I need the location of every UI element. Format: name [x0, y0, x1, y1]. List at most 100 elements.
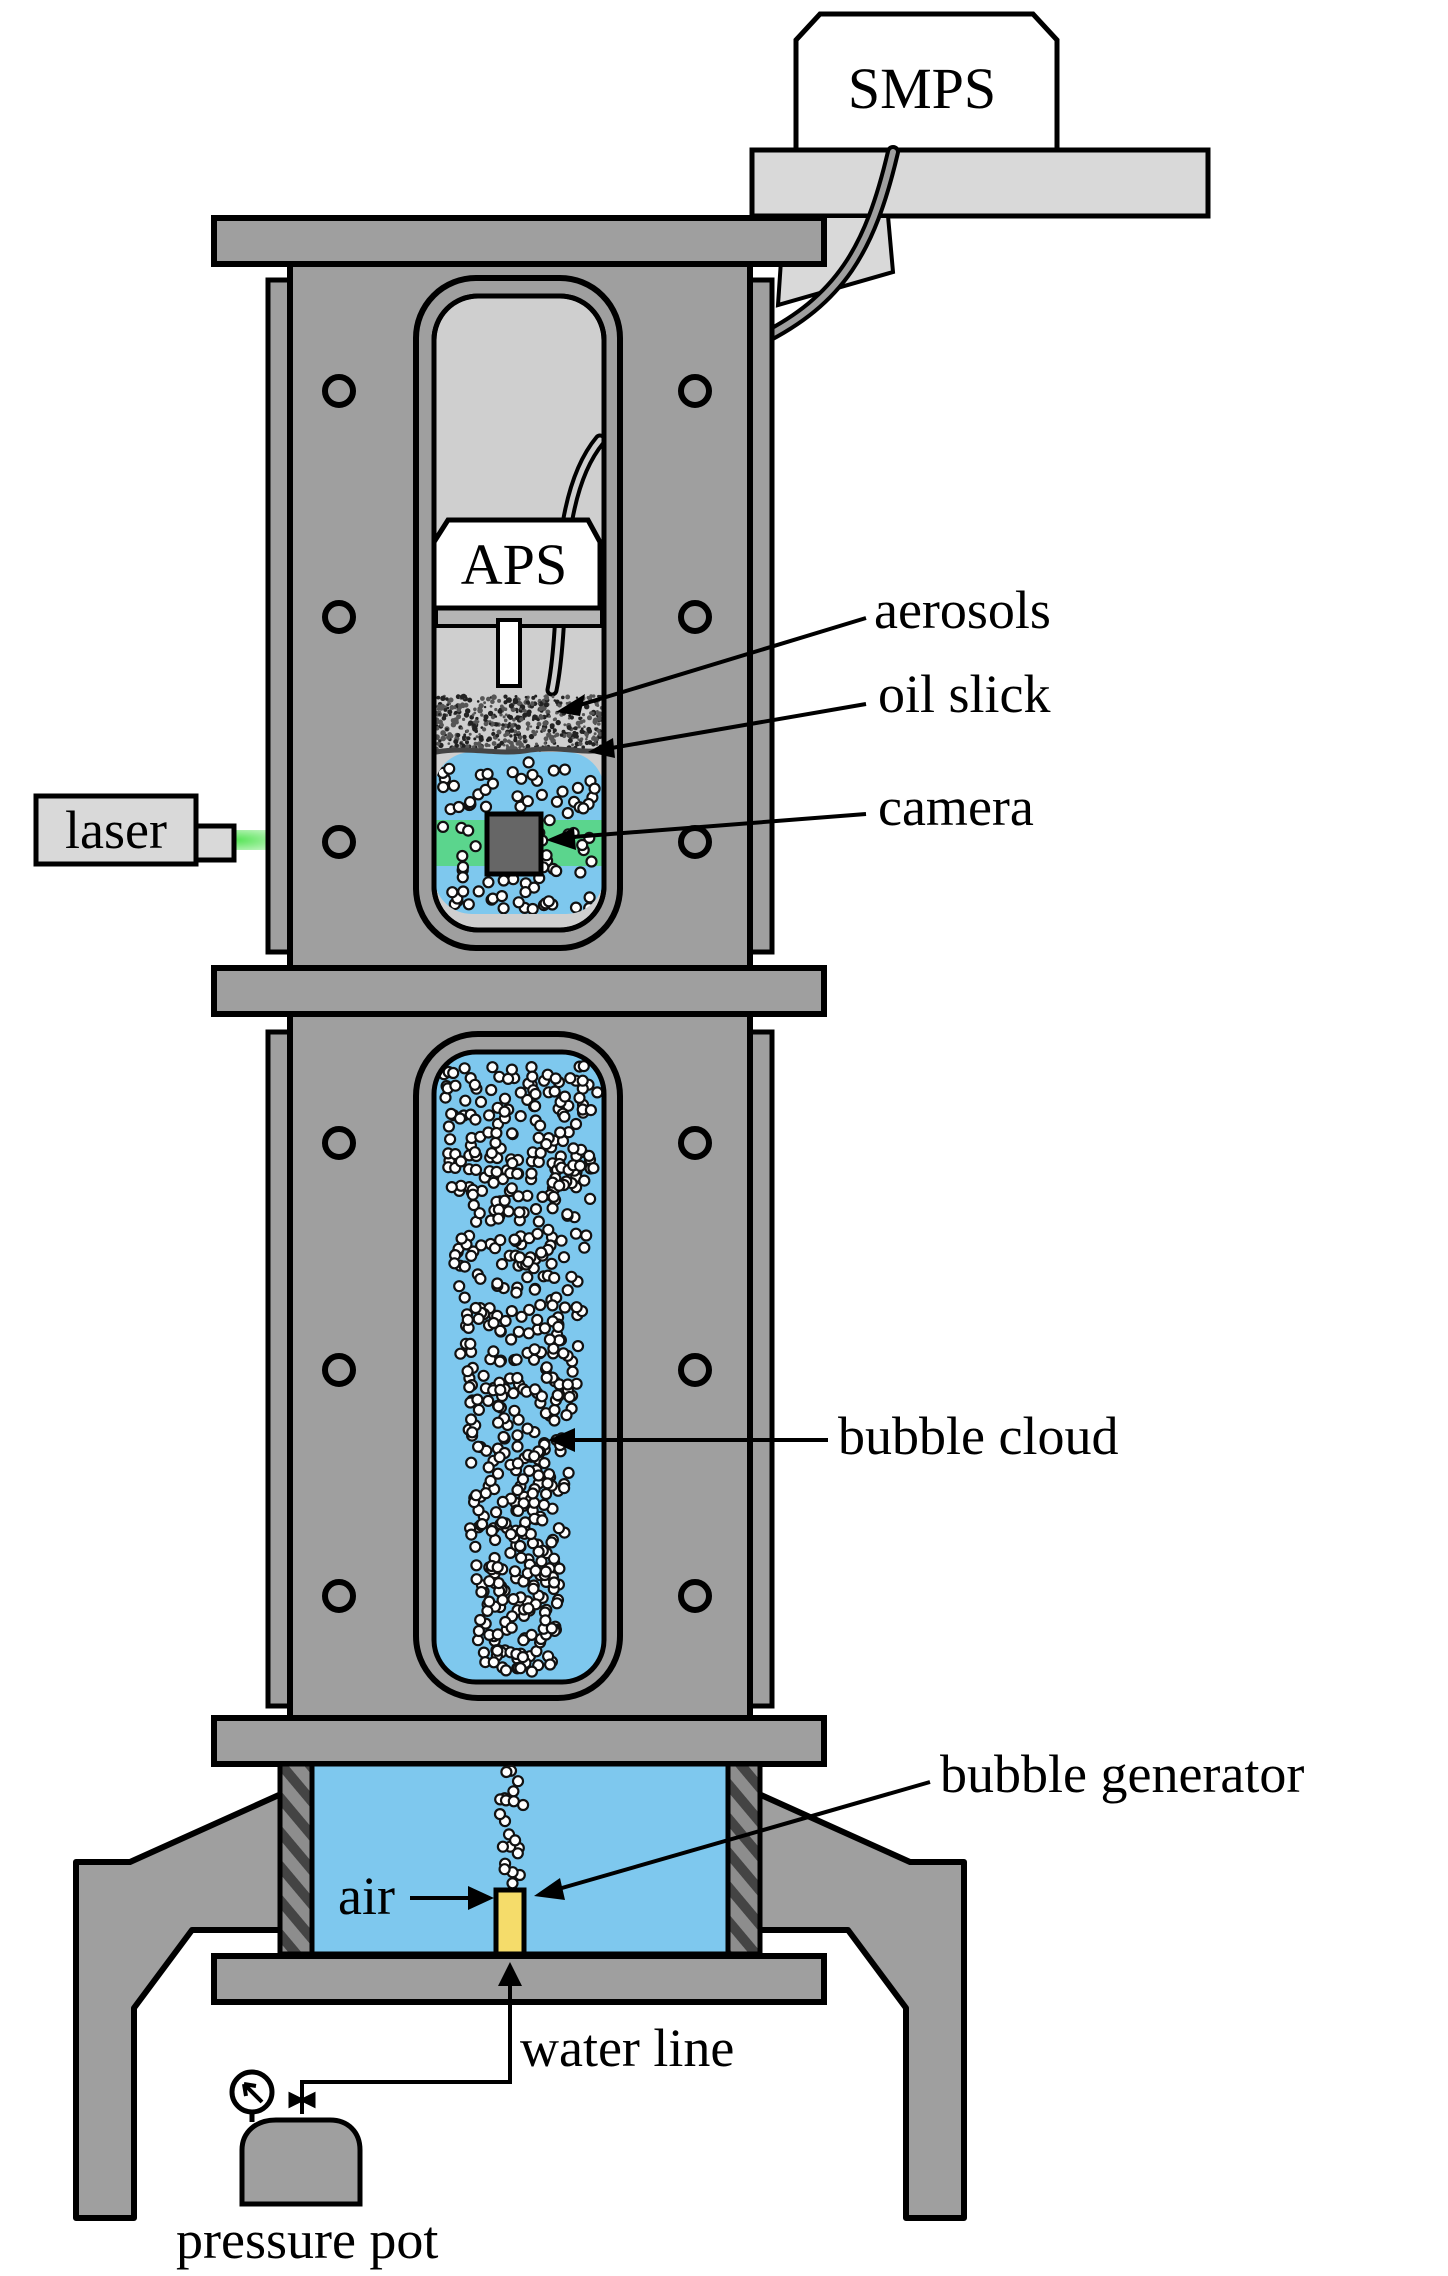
aerosol-particle: [453, 739, 459, 745]
aerosol-particle: [553, 717, 557, 721]
bubble: [531, 1227, 544, 1240]
bubble: [523, 1464, 536, 1478]
bubble: [547, 1190, 560, 1204]
bubble: [529, 1087, 542, 1101]
aerosol-particle: [468, 732, 472, 736]
bubble: [588, 782, 601, 795]
aerosol-particle: [475, 735, 479, 739]
bubble: [511, 1167, 524, 1180]
bubble: [482, 1394, 495, 1408]
bubble: [531, 1313, 544, 1327]
aerosol-particle: [472, 723, 476, 728]
smps-label: SMPS: [848, 56, 996, 121]
bubble: [491, 1560, 504, 1574]
bubble: [539, 1614, 552, 1627]
bubble: [526, 902, 539, 914]
laser: laser: [33, 793, 322, 867]
aerosol-particle: [579, 737, 584, 741]
upper-side-right: [747, 277, 775, 955]
aerosol-particle: [548, 715, 551, 718]
bubble: [463, 1381, 476, 1394]
bubble: [497, 1430, 510, 1444]
aerosol-particle: [573, 726, 578, 731]
aerosol-particle: [567, 733, 571, 738]
aerosol-particle: [493, 745, 498, 750]
aerosol-particle: [480, 713, 484, 717]
aerosol-particle: [593, 740, 597, 744]
bolt: [322, 1579, 356, 1613]
bubble: [492, 1416, 505, 1429]
bubble: [573, 1091, 586, 1105]
aerosol-particle: [483, 701, 486, 705]
bubble: [494, 1383, 507, 1397]
aerosol-particle: [510, 743, 515, 749]
oil-slick-label: oil slick: [878, 664, 1051, 724]
aerosol-particle: [561, 729, 566, 734]
aerosol-particle: [477, 707, 483, 714]
bolt: [678, 374, 712, 408]
bubble: [547, 764, 560, 777]
base-wall-left: [277, 1761, 315, 1957]
aerosol-particle: [577, 725, 581, 729]
aerosol-particle: [488, 722, 492, 726]
bubble: [558, 1090, 572, 1103]
bubble: [486, 1061, 499, 1074]
bubble: [464, 795, 477, 809]
aerosol-particle: [478, 703, 484, 709]
bubble: [543, 814, 556, 827]
aerosol-particle: [577, 738, 580, 741]
bubble: [475, 1585, 488, 1599]
aerosol-particle: [597, 731, 603, 737]
aerosol-particle: [450, 722, 457, 728]
bubble: [465, 1528, 478, 1541]
bubble: [538, 1456, 551, 1470]
aerosol-particle: [483, 717, 488, 722]
aerosol-particle: [584, 740, 590, 746]
bubble: [479, 1487, 492, 1500]
bubble: [498, 1194, 511, 1207]
base-wall-right: [725, 1761, 763, 1957]
aerosol-particle: [447, 709, 453, 715]
bubble: [521, 795, 534, 808]
bubble: [584, 1103, 598, 1117]
bubble: [470, 1489, 483, 1502]
bubble: [485, 1083, 498, 1097]
bubble: [536, 1190, 549, 1204]
aerosol-particle: [437, 704, 441, 709]
aerosol-particle: [561, 695, 565, 700]
bubble: [557, 1251, 571, 1264]
aerosol-particle: [487, 744, 491, 747]
bubble: [535, 788, 549, 802]
aerosol-particle: [525, 700, 529, 704]
aerosol-particle: [591, 742, 596, 747]
bubble: [444, 1133, 457, 1146]
aerosol-particle: [436, 737, 440, 741]
bubble: [539, 1565, 552, 1578]
bubble: [457, 885, 470, 898]
aerosol-particle: [463, 733, 467, 737]
bubble: [487, 1176, 500, 1189]
bubble: [537, 1498, 551, 1512]
bubble: [525, 1167, 538, 1180]
aerosol-particle: [592, 719, 598, 725]
bubble-generator: [493, 1887, 527, 1957]
bubble: [492, 1576, 505, 1590]
bubble: [543, 1333, 557, 1346]
bubble: [548, 1271, 561, 1285]
bubble: [436, 820, 450, 834]
bubble: [472, 1403, 485, 1417]
bubble: [567, 1142, 580, 1155]
aerosol-particle: [532, 714, 538, 720]
bubble: [516, 1473, 530, 1486]
bubble: [504, 1546, 517, 1560]
water-line-pipe: [300, 2074, 512, 2114]
bubble: [505, 1127, 519, 1140]
bubble: [470, 1559, 483, 1572]
bubble: [477, 1369, 490, 1382]
bubble: [578, 1241, 591, 1254]
aerosol-particle: [514, 723, 517, 727]
aerosol-particle: [439, 722, 444, 728]
bolt: [322, 600, 356, 634]
aerosol-particle: [465, 740, 469, 745]
